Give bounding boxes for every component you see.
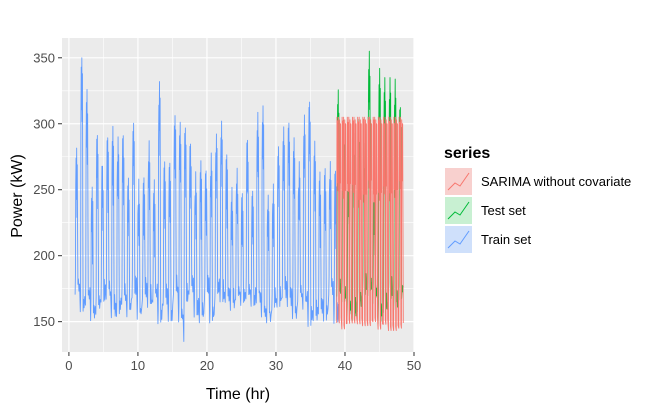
series-line-test-set: [336, 50, 404, 325]
legend: series SARIMA without covariate Test set T…: [444, 145, 631, 253]
y-tick-label: 200: [33, 248, 55, 263]
x-tick-label: 40: [338, 358, 352, 373]
x-axis-title: Time (hr): [206, 386, 270, 403]
y-tick-label: 300: [33, 116, 55, 131]
y-tick-label: 250: [33, 182, 55, 197]
legend-key-train-set: [445, 226, 472, 253]
legend-key-line-train-set: [447, 230, 470, 249]
legend-label-sarima-without-covariate: SARIMA without covariate: [481, 174, 631, 189]
y-tick-label: 350: [33, 50, 55, 65]
legend-key-line-test-set: [447, 201, 470, 220]
x-tick-label: 30: [269, 358, 283, 373]
legend-key-test-set: [445, 197, 472, 224]
legend-key-sarima-without-covariate: [445, 168, 472, 195]
y-tick-label: 150: [33, 314, 55, 329]
series-line-train-set: [74, 57, 339, 342]
tick-labels: 0 10 20 30 40 50 150 200 250 300 350: [33, 50, 421, 373]
x-tick-label: 20: [200, 358, 214, 373]
x-tick-label: 10: [131, 358, 145, 373]
x-tick-label: 0: [65, 358, 72, 373]
legend-title: series: [444, 145, 490, 162]
y-axis-title: Power (kW): [9, 154, 26, 238]
series-layer: [74, 50, 404, 342]
legend-key-line-sarima-without-covariate: [447, 172, 470, 191]
axis-ticks: [58, 57, 415, 356]
legend-label-test-set: Test set: [481, 203, 526, 218]
x-tick-label: 50: [407, 358, 421, 373]
series-line-sarima-without-covariate: [336, 116, 404, 332]
legend-label-train-set: Train set: [481, 232, 531, 247]
